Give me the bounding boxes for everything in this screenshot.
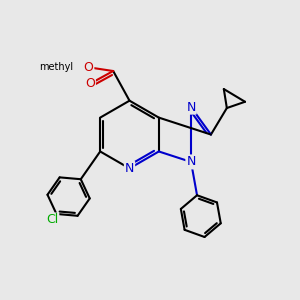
Text: N: N (186, 100, 196, 114)
Text: O: O (83, 61, 93, 74)
Text: N: N (125, 162, 134, 175)
Text: methyl: methyl (40, 62, 74, 72)
Text: Cl: Cl (46, 214, 59, 226)
Text: O: O (85, 77, 95, 90)
Text: N: N (186, 155, 196, 168)
